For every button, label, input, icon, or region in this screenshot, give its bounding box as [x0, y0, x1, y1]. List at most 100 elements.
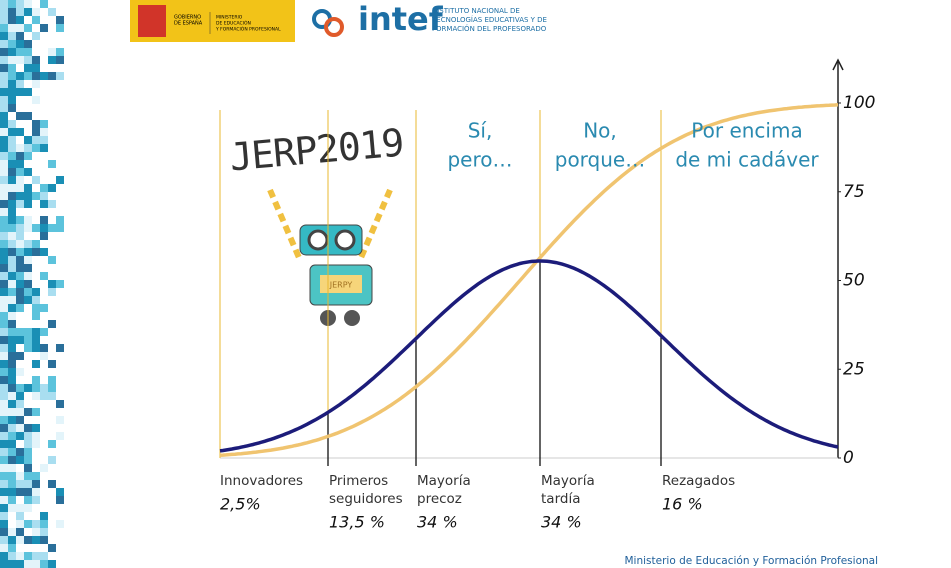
value-label: 2,5% — [220, 495, 261, 514]
pixel — [16, 328, 24, 336]
pixel — [24, 48, 32, 56]
pixel — [32, 344, 40, 352]
intef-logo: intef INSTITUTO NACIONAL DE TECNOLOGÍAS … — [312, 0, 547, 38]
pixel — [48, 8, 56, 16]
pixel — [32, 392, 40, 400]
pixel — [48, 376, 56, 384]
pixel — [0, 280, 8, 288]
pixel — [8, 488, 16, 496]
pixel — [8, 544, 16, 552]
category-label: Mayoría — [541, 473, 595, 489]
pixel — [40, 232, 48, 240]
pixel — [32, 552, 40, 560]
pixel — [0, 128, 8, 136]
pixel — [48, 184, 56, 192]
pixel — [24, 448, 32, 456]
pixel — [8, 552, 16, 560]
pixel — [8, 168, 16, 176]
pixel — [16, 152, 24, 160]
pixel — [16, 32, 24, 40]
pixel — [8, 400, 16, 408]
pixel — [8, 88, 16, 96]
pixel — [16, 256, 24, 264]
pixel — [24, 384, 32, 392]
pixel — [0, 136, 8, 144]
pixel — [8, 464, 16, 472]
pixel — [16, 56, 24, 64]
pixel — [48, 320, 56, 328]
robot: JERPY — [267, 188, 393, 326]
annotation: de mi cadáver — [675, 148, 819, 172]
pixel — [0, 520, 8, 528]
pixel — [32, 32, 40, 40]
pixel — [0, 24, 8, 32]
pixel — [8, 560, 16, 568]
decoration — [0, 0, 64, 568]
pixel — [16, 552, 24, 560]
pixel — [24, 152, 32, 160]
category-label: Mayoría — [417, 473, 471, 489]
pixel — [32, 312, 40, 320]
pixel — [24, 328, 32, 336]
logo-text: DE ESPAÑA — [174, 20, 203, 27]
pixel — [24, 224, 32, 232]
pixel — [24, 280, 32, 288]
pixel — [32, 96, 40, 104]
pixel — [24, 192, 32, 200]
pixel — [48, 200, 56, 208]
pixel — [56, 16, 64, 24]
pixel — [0, 248, 8, 256]
pixel — [16, 144, 24, 152]
pixel — [0, 512, 8, 520]
pixel — [0, 392, 8, 400]
pixel — [8, 272, 16, 280]
pixel — [16, 216, 24, 224]
pixel — [8, 440, 16, 448]
pixel — [40, 384, 48, 392]
annotation: Por encima — [691, 119, 802, 143]
pixel — [24, 264, 32, 272]
pixel — [16, 184, 24, 192]
pixel — [16, 368, 24, 376]
pixel — [0, 456, 8, 464]
pixel — [24, 40, 32, 48]
pixel — [48, 392, 56, 400]
pixel — [0, 528, 8, 536]
pixel — [56, 24, 64, 32]
pixel — [24, 88, 32, 96]
pixel — [8, 208, 16, 216]
pixel — [0, 480, 8, 488]
pixel — [32, 80, 40, 88]
pixel — [24, 144, 32, 152]
pixel — [40, 144, 48, 152]
pixel — [40, 520, 48, 528]
pixel — [56, 520, 64, 528]
pixel — [0, 288, 8, 296]
category-label: Innovadores — [220, 473, 303, 489]
pixel — [16, 24, 24, 32]
value-label: 13,5 % — [329, 513, 385, 532]
logo-text: MINISTERIO — [216, 15, 243, 21]
pixel — [0, 368, 8, 376]
pixel — [0, 384, 8, 392]
pixel — [8, 96, 16, 104]
pixel — [8, 128, 16, 136]
pixel — [40, 392, 48, 400]
pixel — [8, 40, 16, 48]
pixel — [16, 200, 24, 208]
pixel — [48, 456, 56, 464]
pixel — [32, 136, 40, 144]
pixel — [0, 336, 8, 344]
cumulative-curve — [219, 103, 839, 457]
pixel — [16, 8, 24, 16]
pixel — [16, 296, 24, 304]
pixel — [48, 360, 56, 368]
pixel — [0, 216, 8, 224]
pixel — [56, 176, 64, 184]
pixel — [8, 344, 16, 352]
pixel — [0, 240, 8, 248]
pixel — [56, 488, 64, 496]
pixel — [0, 320, 8, 328]
pixel — [32, 296, 40, 304]
